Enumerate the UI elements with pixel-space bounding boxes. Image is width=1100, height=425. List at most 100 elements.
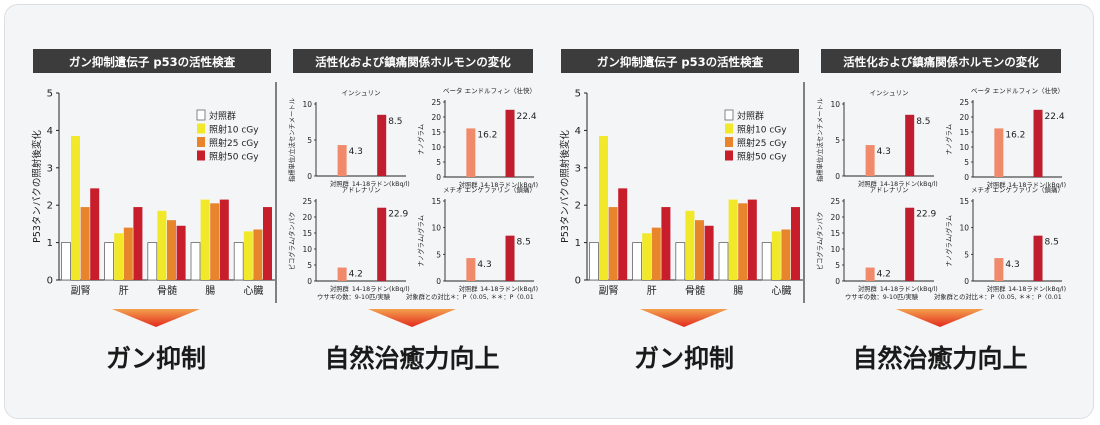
p53-y-tick-label: 1 <box>47 238 53 249</box>
p53-panel-title: ガン抑制遺伝子 p53の活性検査 <box>597 55 764 69</box>
hormone-category-label: 対照群 <box>987 284 1007 293</box>
hormone-chart-title: アドレナリン <box>342 186 381 194</box>
hormone-y-tick-label: 25 <box>830 197 840 206</box>
p53-legend-label: 照射50 cGy <box>737 151 787 163</box>
p53-bar <box>219 199 229 280</box>
hormone-y-tick-label: 0 <box>964 277 969 286</box>
hormone-y-axis-label: ナノグラム <box>944 124 953 155</box>
p53-bar <box>71 136 80 280</box>
p53-bar <box>718 242 729 281</box>
p53-legend-label: 照射25 cGy <box>209 137 259 149</box>
p53-category-label: 副腎 <box>599 285 619 297</box>
hormone-y-tick-label: 5 <box>436 158 441 167</box>
p53-down-arrow <box>640 309 728 327</box>
p53-legend-label: 照射10 cGy <box>209 124 259 136</box>
p53-bar <box>61 242 71 281</box>
hormone-y-tick-label: 20 <box>302 213 312 222</box>
hormone-category-label: 14-18ラドン(kBq/l) <box>880 180 938 188</box>
p53-panel-title-bar <box>33 49 271 73</box>
hormone-bar <box>377 114 387 176</box>
hormone-bar <box>466 128 476 177</box>
p53-category-label: 腸 <box>733 285 743 297</box>
hormone-y-tick-label: 5 <box>436 250 441 259</box>
p53-bar <box>675 242 686 281</box>
p53-y-tick-label: 5 <box>575 89 581 100</box>
hormone-y-tick-label: 10 <box>431 224 441 233</box>
p53-legend-label: 照射10 cGy <box>737 124 787 136</box>
p53-bar <box>661 207 671 280</box>
p53-bar <box>608 207 618 280</box>
hormone-y-tick-label: 15 <box>959 197 969 206</box>
hormone-y-axis-label: ピコグラム/タンパク <box>815 212 824 271</box>
hormone-value-label: 8.5 <box>916 117 930 127</box>
hormone-y-tick-label: 15 <box>302 229 312 238</box>
hormone-y-tick-label: 20 <box>830 213 840 222</box>
p53-bar <box>704 225 714 280</box>
p53-y-tick-label: 4 <box>575 126 581 137</box>
hormone-chart-title: ベータ エンドルフィン（壮快） <box>443 86 536 95</box>
p53-legend-label: 照射25 cGy <box>737 137 787 149</box>
hormone-category-label: 対照群 <box>459 180 479 189</box>
p53-y-tick-label: 1 <box>575 238 581 249</box>
hormone-y-tick-label: 10 <box>959 224 969 233</box>
p53-bar <box>771 231 781 280</box>
p53-bar <box>632 242 642 281</box>
p53-bar <box>761 242 772 281</box>
hormone-bar <box>505 109 515 177</box>
hormone-y-tick-label: 0 <box>964 173 969 182</box>
p53-category-label: 腸 <box>205 285 215 297</box>
hormone-y-tick-label: 5 <box>307 136 312 145</box>
hormone-y-tick-label: 0 <box>835 277 840 286</box>
hormone-bar <box>377 207 387 281</box>
hormone-bar <box>865 145 875 176</box>
hormone-panel-title-bar <box>821 49 1061 73</box>
p53-bar <box>728 199 738 280</box>
p53-bar <box>167 220 176 280</box>
hormone-y-tick-label: 5 <box>835 261 840 270</box>
p53-bar <box>133 207 143 280</box>
hormone-value-label: 22.9 <box>916 210 936 220</box>
hormone-chart-title: ベータ エンドルフィン（壮快） <box>971 86 1064 95</box>
hormone-bar <box>905 114 915 176</box>
hormone-y-tick-label: 20 <box>959 113 969 122</box>
hormone-y-axis-label: 指標単位/立法センチメートル <box>287 98 296 182</box>
p53-bar <box>253 229 263 280</box>
hormone-category-label: 14-18ラドン(kBq/l) <box>352 180 410 188</box>
p53-y-tick-label: 5 <box>47 89 53 100</box>
hormone-value-label: 16.2 <box>477 130 497 140</box>
hormone-y-tick-label: 15 <box>959 128 969 137</box>
hormone-y-tick-label: 10 <box>830 245 840 254</box>
p53-bar <box>695 220 704 280</box>
hormone-category-label: 14-18ラドン(kBq/l) <box>352 285 410 293</box>
p53-y-tick-label: 4 <box>47 126 53 137</box>
hormone-y-tick-label: 15 <box>431 128 441 137</box>
hormone-category-label: 対照群 <box>858 179 878 188</box>
hormone-bar <box>337 267 347 281</box>
hormone-value-label: 22.4 <box>1045 112 1065 122</box>
hormone-result-text: 自然治癒力向上 <box>852 344 1027 373</box>
hormone-chart-title: インシュリン <box>342 89 381 97</box>
hormone-y-tick-label: 0 <box>835 172 840 181</box>
p53-bar <box>618 188 628 280</box>
hormone-bar <box>466 258 476 281</box>
hormone-value-label: 8.5 <box>1045 238 1059 248</box>
hormone-category-label: 14-18ラドン(kBq/l) <box>880 285 938 293</box>
hormone-category-label: 対照群 <box>330 284 350 293</box>
p53-y-tick-label: 0 <box>47 276 53 287</box>
hormone-panel-title-bar <box>293 49 533 73</box>
hormone-value-label: 8.5 <box>388 117 402 127</box>
p53-bar <box>210 203 220 280</box>
hormone-y-tick-label: 10 <box>431 143 441 152</box>
p53-bar <box>147 242 158 281</box>
p53-bar <box>200 199 210 280</box>
hormone-category-label: 対照群 <box>858 284 878 293</box>
hormone-result-text: 自然治癒力向上 <box>324 344 499 373</box>
hormone-down-arrow <box>896 309 984 327</box>
p53-y-tick-label: 0 <box>575 276 581 287</box>
hormone-value-label: 4.3 <box>477 260 491 270</box>
hormone-chart-title: メチオ エンケファリン（鎮痛） <box>971 185 1064 194</box>
hormone-category-label: 14-18ラドン(kBq/l) <box>1008 181 1066 189</box>
hormone-bar <box>1033 235 1043 281</box>
p53-result-text: ガン抑制 <box>106 344 206 373</box>
